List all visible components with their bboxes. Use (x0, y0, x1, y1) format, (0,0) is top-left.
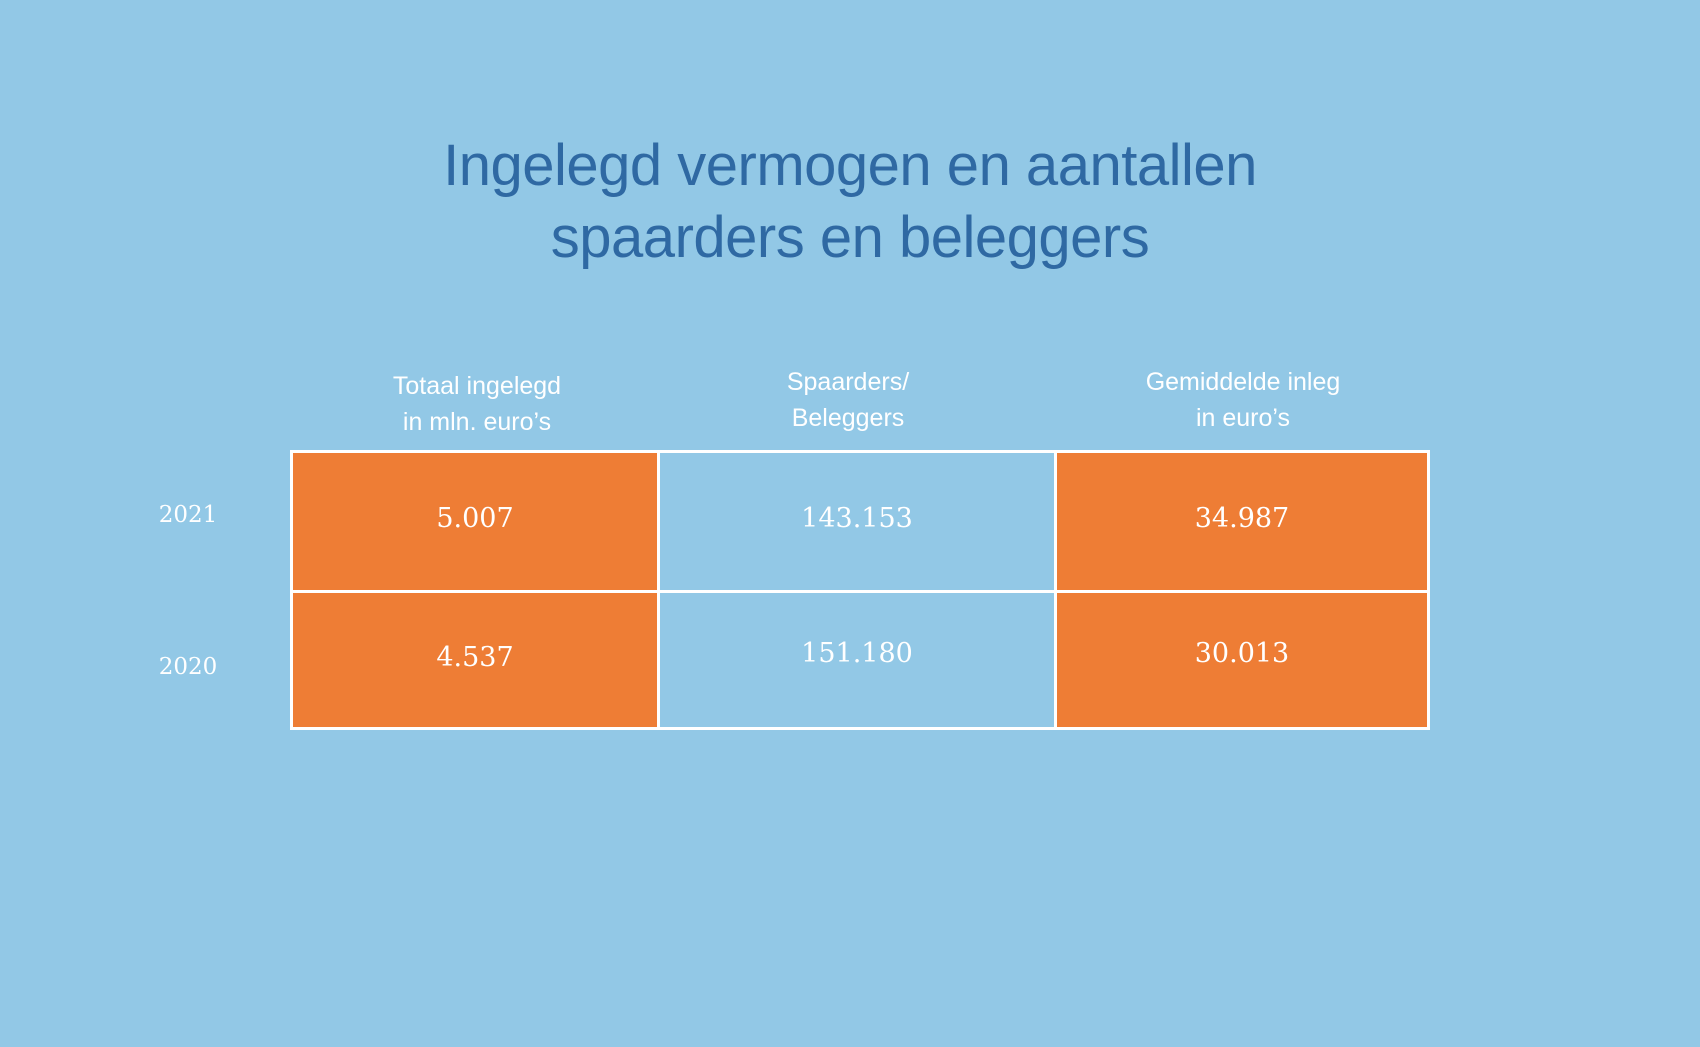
column-header-line-2: in mln. euro’s (402, 408, 552, 436)
table-cell-2021-totaal-ingelegd: 5.007 (293, 453, 657, 590)
column-header-line-1: Gemiddelde inleg (1145, 368, 1341, 396)
row-divider (293, 590, 1427, 593)
row-label-2021: 2021 (158, 502, 218, 528)
table-cell-2021-gemiddelde-inleg: 34.987 (1057, 453, 1427, 590)
column-header-totaal-ingelegd: Totaal ingelegd in mln. euro’s (287, 368, 667, 440)
column-header-line-2: in euro’s (1195, 404, 1291, 432)
column-header-line-1: Totaal ingelegd (392, 372, 562, 400)
table-cell-2020-totaal-ingelegd: 4.537 (293, 593, 657, 727)
column-header-spaarders-beleggers: Spaarders/ Beleggers (658, 364, 1038, 436)
data-table: 5.007 143.153 34.987 4.537 151.180 30.01… (290, 450, 1430, 730)
table-cell-2021-spaarders-beleggers: 143.153 (660, 453, 1054, 590)
column-header-gemiddelde-inleg: Gemiddelde inleg in euro’s (1053, 364, 1433, 436)
chart-title-line-1: Ingelegd vermogen en aantallen (443, 133, 1257, 198)
row-label-2020: 2020 (158, 654, 218, 680)
column-header-line-2: Beleggers (791, 404, 905, 432)
chart-title: Ingelegd vermogen en aantallen spaarders… (0, 130, 1700, 274)
table-cell-2020-spaarders-beleggers: 151.180 (660, 593, 1054, 727)
column-header-line-1: Spaarders/ (786, 368, 910, 396)
chart-title-line-2: spaarders en beleggers (550, 205, 1150, 270)
table-cell-2020-gemiddelde-inleg: 30.013 (1057, 593, 1427, 727)
